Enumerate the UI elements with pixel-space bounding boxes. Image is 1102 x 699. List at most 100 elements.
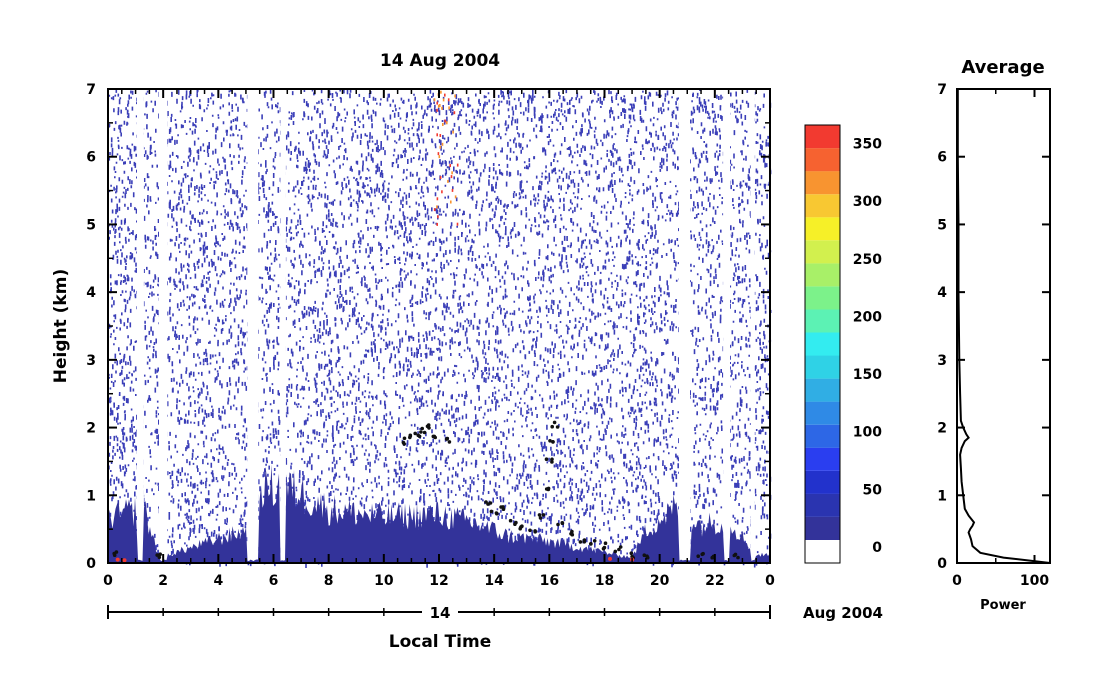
y-tick-label: 1 <box>86 488 96 504</box>
avg-y-tick-label: 7 <box>937 82 947 98</box>
strong-echo-point <box>112 553 117 557</box>
strong-echo-point <box>508 518 513 523</box>
colorbar-tick-label: 200 <box>853 310 882 326</box>
y-tick-label: 2 <box>86 421 96 437</box>
x-tick-label: 2 <box>158 573 168 589</box>
strong-echo-point <box>447 440 452 444</box>
data-gaps-layer <box>137 89 755 563</box>
x-tick-label: 0 <box>765 573 775 589</box>
colorbar-swatch <box>805 539 840 563</box>
date-month-label: Aug 2004 <box>803 604 883 622</box>
colorbar-tick-label: 300 <box>853 194 882 210</box>
colorbar-swatch <box>805 401 840 425</box>
strong-echo-point <box>402 436 407 441</box>
avg-x-tick-label: 0 <box>952 573 962 589</box>
avg-y-tick-label: 1 <box>937 488 947 504</box>
strong-echo-point <box>427 426 431 430</box>
strong-echo-point <box>157 555 162 560</box>
high-value-speckle <box>447 98 450 102</box>
high-value-speckle <box>456 163 459 167</box>
strong-echo-point <box>158 552 162 556</box>
data-gap <box>247 89 259 563</box>
high-value-speckle <box>454 195 457 199</box>
x-tick-label: 22 <box>705 573 724 589</box>
high-value-speckle <box>436 197 439 201</box>
strong-echo-point <box>518 526 522 531</box>
avg-y-tick-label: 5 <box>937 217 947 233</box>
average-x-axis-label: Power <box>980 598 1026 613</box>
colorbar-swatch <box>805 516 840 540</box>
x-tick-label: 12 <box>429 573 448 589</box>
strong-echo-point <box>551 440 555 444</box>
x-tick-label: 0 <box>103 573 113 589</box>
high-value-speckle <box>454 94 456 98</box>
colorbar-swatch <box>805 493 840 517</box>
colorbar-labels: 0 50 100 150 200 250 300 350 <box>853 137 882 556</box>
average-plot-background <box>957 89 1050 563</box>
strong-echo-point <box>499 505 503 509</box>
high-value-speckle <box>437 215 439 219</box>
strong-echo-point <box>570 532 575 537</box>
high-value-speckle <box>442 123 444 126</box>
x-tick-label: 18 <box>595 573 614 589</box>
data-gap <box>159 89 168 563</box>
high-value-speckle <box>451 171 453 175</box>
colorbar-swatch <box>805 447 840 471</box>
date-label-backdrop <box>422 602 458 622</box>
colorbar-tick-label: 350 <box>853 137 882 153</box>
high-value-speckle <box>438 155 441 159</box>
strong-echo-point <box>560 521 565 525</box>
date-axis: 14 Aug 2004 <box>107 602 883 622</box>
high-value-speckle <box>456 222 459 226</box>
main-chart-title: 14 Aug 2004 <box>380 51 500 71</box>
y-tick-label: 6 <box>86 150 96 166</box>
high-value-speckle <box>450 175 453 179</box>
high-value-speckle <box>433 98 436 102</box>
x-tick-label: 8 <box>324 573 334 589</box>
strong-echo-point <box>550 460 554 464</box>
high-value-speckle <box>452 130 454 134</box>
strong-echo-point <box>419 430 423 434</box>
colorbar-swatch <box>805 470 840 494</box>
colorbar-swatch <box>805 263 840 287</box>
colorbar-swatch <box>805 217 840 241</box>
colorbar-swatch <box>805 286 840 310</box>
colorbar-swatches <box>805 125 840 563</box>
high-value-speckle <box>442 98 445 102</box>
colorbar-tick-label: 0 <box>872 540 882 556</box>
strong-echo-point <box>732 553 737 558</box>
high-value-speckle <box>453 111 456 115</box>
strong-echo-point <box>495 511 499 516</box>
strong-echo-point <box>552 420 557 425</box>
data-gap <box>679 89 690 563</box>
colorbar-frame <box>804 124 841 564</box>
x-tick-label: 20 <box>650 573 670 589</box>
colorbar: 0 50 100 150 200 250 300 350 <box>804 124 882 564</box>
data-gap <box>137 89 144 563</box>
strong-echo-point <box>422 430 427 435</box>
high-value-speckle <box>449 164 451 167</box>
main-plot-background <box>108 89 770 563</box>
strong-echo-point <box>114 550 119 554</box>
strong-echo-point <box>589 542 593 546</box>
high-value-speckle <box>436 108 438 112</box>
average-chart-title: Average <box>961 57 1044 78</box>
strong-echo-point <box>550 424 554 429</box>
colorbar-tick-label: 100 <box>853 425 882 441</box>
high-value-speckle <box>437 152 440 156</box>
colorbar-swatch <box>805 424 840 448</box>
y-tick-label: 4 <box>86 285 96 301</box>
colorbar-swatch <box>805 332 840 356</box>
strong-echo-point <box>582 538 587 542</box>
strong-echo-point <box>696 554 700 558</box>
strong-echo-point <box>541 513 546 517</box>
date-day-label: 14 <box>430 604 451 622</box>
y-tick-label: 0 <box>86 556 96 572</box>
average-ticks: 0 1 2 3 4 5 6 7 0 100 <box>937 82 1050 589</box>
strong-echo-point <box>417 434 422 439</box>
high-value-speckle <box>444 119 446 123</box>
strong-echo-point <box>544 457 549 462</box>
colorbar-tick-label: 150 <box>853 367 882 383</box>
high-value-speckle <box>451 188 454 192</box>
